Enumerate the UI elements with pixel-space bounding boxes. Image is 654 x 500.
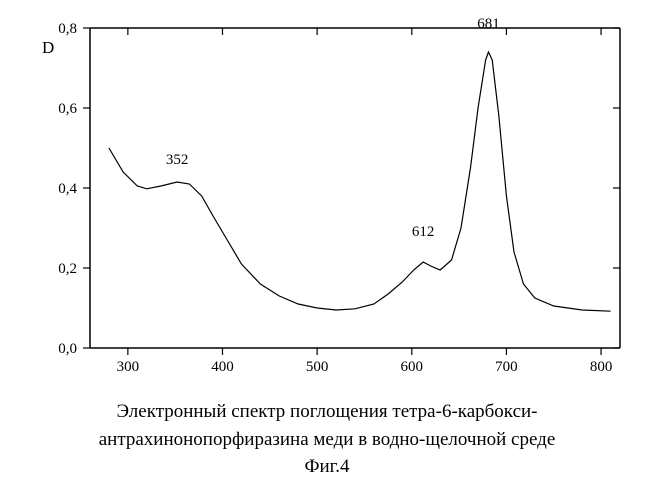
svg-text:400: 400 [211,359,234,375]
figure-caption: Электронный спектр поглощения тетра-6-ка… [0,398,654,481]
caption-line-3: Фиг.4 [304,456,349,477]
svg-text:612: 612 [412,224,435,240]
spectrum-chart: 300 400 500 600 700 800 0,0 0,2 0,4 0,6 0,8D 352 612… [20,10,634,390]
svg-text:D: D [42,38,54,57]
svg-text:0,4: 0,4 [58,181,77,197]
svg-text:0,0: 0,0 [58,341,77,357]
svg-text:352: 352 [166,152,189,168]
svg-text:681: 681 [477,16,500,32]
svg-text:800: 800 [590,359,613,375]
svg-text:300: 300 [117,359,140,375]
svg-text:600: 600 [401,359,424,375]
caption-line-1: Электронный спектр поглощения тетра-6-ка… [117,401,538,422]
svg-text:700: 700 [495,359,518,375]
caption-line-2: антрахинонопорфиразина меди в водно-щело… [99,429,556,450]
svg-text:0,8: 0,8 [58,21,77,37]
svg-text:0,2: 0,2 [58,261,77,277]
svg-text:500: 500 [306,359,329,375]
svg-text:0,6: 0,6 [58,101,77,117]
